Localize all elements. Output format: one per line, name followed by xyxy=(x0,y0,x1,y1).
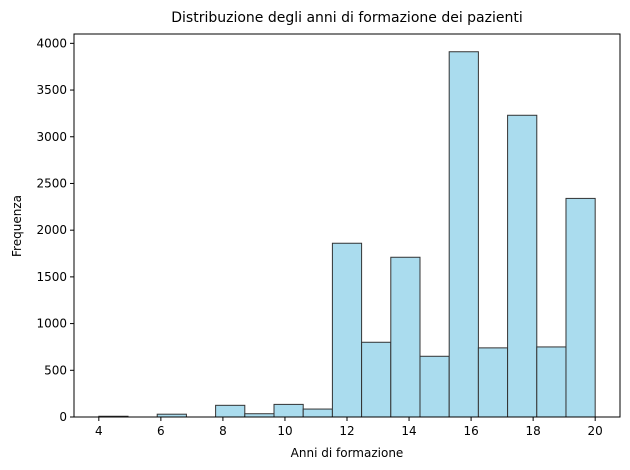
x-tick-label: 20 xyxy=(588,424,603,438)
x-tick-label: 8 xyxy=(219,424,227,438)
x-axis-label: Anni di formazione xyxy=(291,446,404,460)
histogram-bar xyxy=(390,256,421,418)
histogram-bar xyxy=(507,114,538,418)
histogram-bar xyxy=(536,346,567,418)
y-tick-label: 0 xyxy=(59,410,67,424)
x-tick-label: 12 xyxy=(339,424,354,438)
y-tick-label: 3500 xyxy=(36,83,67,97)
histogram-bar xyxy=(565,197,596,418)
x-tick-label: 10 xyxy=(277,424,292,438)
histogram-bar xyxy=(361,341,392,418)
y-tick-label: 2500 xyxy=(36,176,67,190)
y-tick-label: 500 xyxy=(44,363,67,377)
x-tick-label: 4 xyxy=(95,424,103,438)
x-tick-label: 18 xyxy=(525,424,540,438)
x-axis-ticks: 4 6 8 10 12 14 16 18 20 xyxy=(95,417,603,438)
y-tick-label: 1500 xyxy=(36,270,67,284)
x-tick-label: 6 xyxy=(157,424,165,438)
histogram-bar xyxy=(302,408,333,418)
y-tick-label: 2000 xyxy=(36,223,67,237)
y-tick-label: 4000 xyxy=(36,36,67,50)
chart-title: Distribuzione degli anni di formazione d… xyxy=(171,10,522,26)
histogram-bar xyxy=(331,242,363,418)
histogram-bar xyxy=(477,347,509,418)
y-tick-label: 1000 xyxy=(36,317,67,331)
y-axis-ticks: 0 500 1000 1500 2000 2500 3000 3500 4000 xyxy=(36,36,74,424)
histogram-bar xyxy=(419,355,450,418)
y-tick-label: 3000 xyxy=(36,130,67,144)
histogram-bar xyxy=(448,51,479,418)
bars-group xyxy=(98,51,596,418)
x-tick-label: 16 xyxy=(463,424,478,438)
histogram-bar xyxy=(273,403,304,418)
y-axis-label: Frequenza xyxy=(10,195,24,257)
histogram-bar xyxy=(215,404,246,418)
x-tick-label: 14 xyxy=(401,424,416,438)
